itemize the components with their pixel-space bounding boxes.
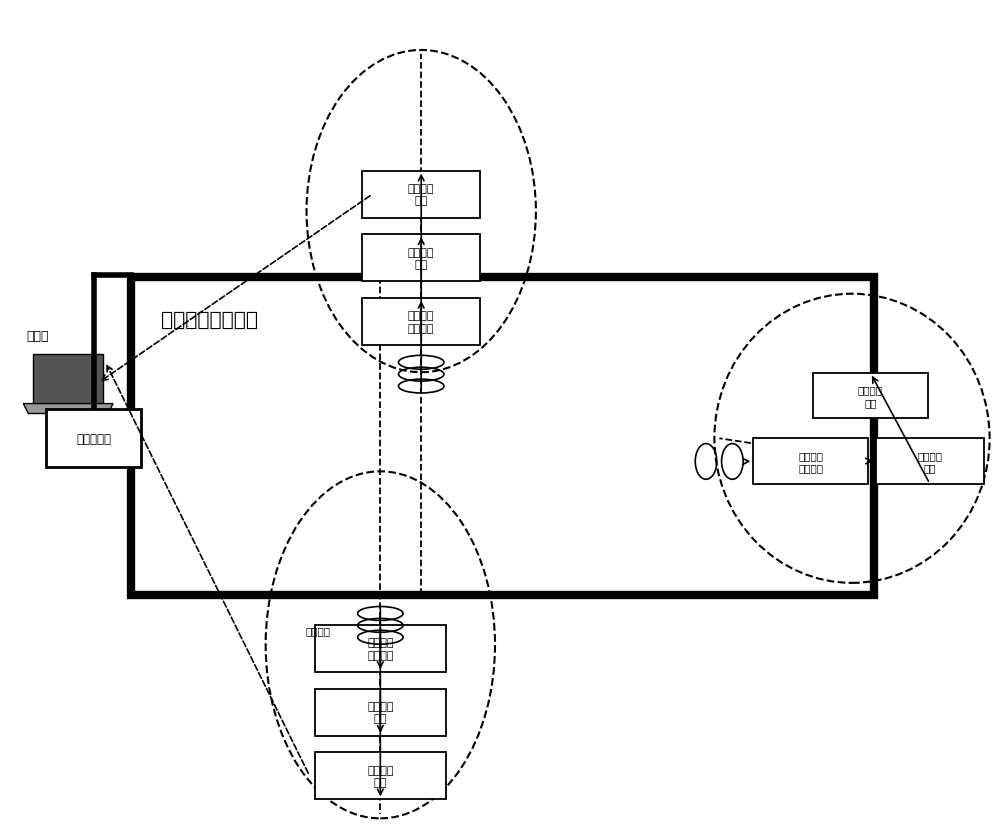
Bar bbox=[131, 278, 874, 595]
Bar bbox=[753, 439, 868, 484]
Text: 耦合线圈: 耦合线圈 bbox=[305, 625, 330, 635]
Text: 数据采集
装置: 数据采集 装置 bbox=[917, 450, 942, 473]
Bar bbox=[315, 753, 446, 799]
Bar bbox=[46, 410, 141, 468]
Text: 无线通信
模块: 无线通信 模块 bbox=[408, 184, 434, 206]
Text: 无线能量
采集电路: 无线能量 采集电路 bbox=[408, 310, 434, 333]
Text: 上位机: 上位机 bbox=[26, 329, 49, 342]
Bar bbox=[362, 235, 480, 282]
Polygon shape bbox=[23, 404, 113, 414]
Text: 数据采集
装置: 数据采集 装置 bbox=[408, 248, 434, 270]
Text: 电磁能量发射电缆: 电磁能量发射电缆 bbox=[161, 310, 258, 330]
Bar bbox=[315, 689, 446, 736]
Text: 数据采集
装置: 数据采集 装置 bbox=[367, 701, 394, 724]
Bar bbox=[33, 354, 103, 404]
Text: 无线能量
采集电路: 无线能量 采集电路 bbox=[367, 638, 394, 660]
Bar bbox=[876, 439, 984, 484]
Text: 无线通信
模块: 无线通信 模块 bbox=[858, 385, 883, 407]
Text: 无线通信
模块: 无线通信 模块 bbox=[367, 765, 394, 787]
Text: 无线能量
采集电路: 无线能量 采集电路 bbox=[798, 450, 823, 473]
Text: 交流电流源: 交流电流源 bbox=[76, 432, 111, 445]
Bar bbox=[813, 373, 928, 419]
Bar bbox=[362, 171, 480, 219]
Bar bbox=[362, 298, 480, 345]
Bar bbox=[315, 625, 446, 672]
